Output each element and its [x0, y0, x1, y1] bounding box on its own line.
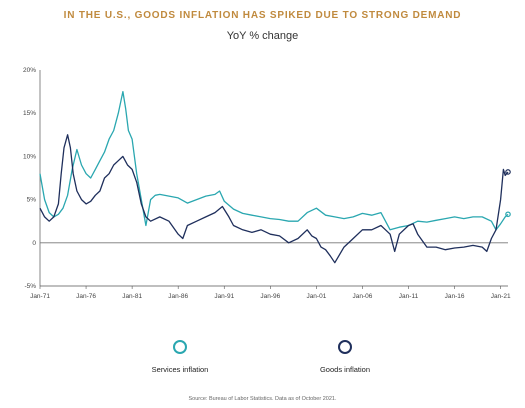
chart-subtitle: YoY % change — [226, 30, 299, 42]
y-tick-label: 5% — [27, 197, 37, 204]
x-tick-label: Jan-16 — [445, 293, 465, 300]
y-tick-label: 20% — [23, 67, 36, 74]
source-note: Source: Bureau of Labor Statistics. Data… — [188, 396, 337, 402]
x-tick-label: Jan-01 — [306, 293, 326, 300]
x-tick-label: Jan-76 — [76, 293, 96, 300]
y-tick-label: 0 — [32, 240, 36, 247]
x-tick-label: Jan-81 — [122, 293, 142, 300]
services-inflation-line — [39, 90, 509, 231]
legend-goods-marker — [338, 340, 352, 354]
x-tick-label: Jan-21 — [491, 293, 511, 300]
legend-services-label: Services inflation — [152, 365, 209, 374]
x-tick-label: Jan-91 — [214, 293, 234, 300]
goods-end-marker — [505, 169, 511, 175]
x-tick-label: Jan-96 — [260, 293, 280, 300]
x-tick-label: Jan-71 — [30, 293, 50, 300]
y-tick-label: 15% — [23, 110, 36, 117]
x-tick-label: Jan-11 — [399, 293, 419, 300]
legend-goods-label: Goods inflation — [320, 365, 370, 374]
x-tick-label: Jan-06 — [353, 293, 373, 300]
goods-inflation-line — [39, 134, 509, 264]
y-tick-label: 10% — [23, 153, 36, 160]
y-tick-label: -5% — [24, 283, 36, 290]
services-end-marker — [505, 211, 511, 218]
x-tick-label: Jan-86 — [168, 293, 188, 300]
legend-services-marker — [173, 340, 187, 354]
chart-title: IN THE U.S., GOODS INFLATION HAS SPIKED … — [63, 10, 462, 21]
